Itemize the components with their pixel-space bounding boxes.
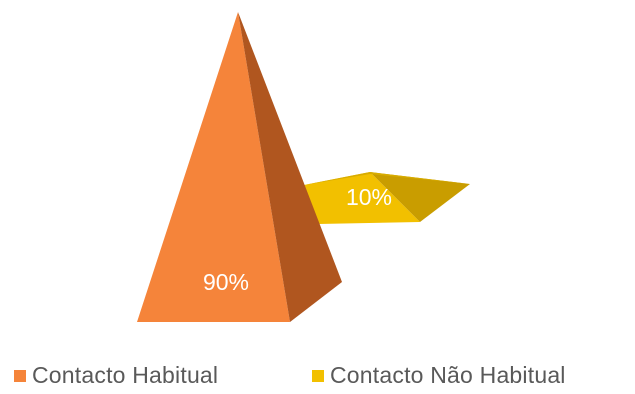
legend-item-nao-habitual: Contacto Não Habitual (312, 362, 566, 389)
chart-canvas: 90% 10% (137, 12, 470, 322)
slice-contacto-habitual (137, 12, 342, 322)
slice-nao-habitual-left-face (304, 172, 420, 224)
legend-item-habitual: Contacto Habitual (14, 362, 218, 389)
legend-swatch-nao-habitual (312, 369, 324, 382)
data-label-habitual: 90% (203, 269, 249, 295)
legend-swatch-habitual (14, 369, 26, 382)
legend-label-habitual: Contacto Habitual (32, 362, 219, 388)
slice-habitual-side-face (238, 12, 342, 322)
slice-nao-habitual-top-face (304, 172, 470, 185)
legend: Contacto Habitual Contacto Não Habitual (0, 362, 635, 394)
slice-nao-habitual-right-face (370, 172, 470, 222)
slice-habitual-front-face (137, 12, 290, 322)
legend-label-nao-habitual: Contacto Não Habitual (330, 362, 566, 388)
data-label-nao-habitual: 10% (346, 184, 392, 210)
slice-contacto-nao-habitual (304, 172, 470, 224)
